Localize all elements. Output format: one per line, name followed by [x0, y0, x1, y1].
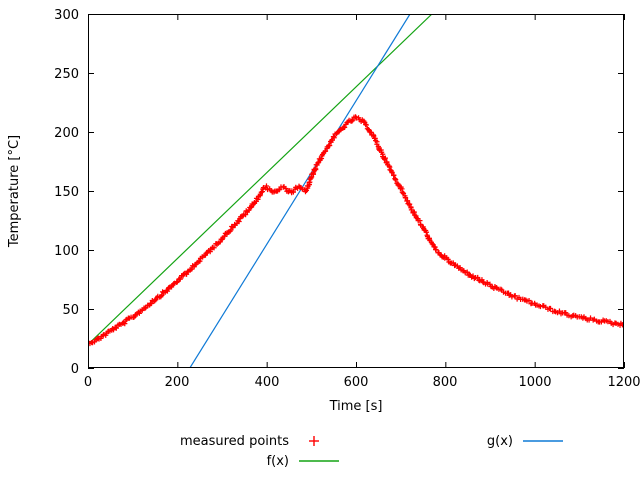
- legend-label-g: g(x): [487, 434, 513, 449]
- data-point-marker: [327, 142, 333, 149]
- data-point-marker: [113, 325, 119, 331]
- data-point-marker: [271, 189, 277, 195]
- data-point-marker: [537, 303, 544, 310]
- data-point-marker: [509, 294, 515, 300]
- data-point-marker: [310, 171, 317, 177]
- data-point-marker: [164, 288, 171, 294]
- series-line-f: [88, 14, 433, 345]
- x-tick-label: 200: [165, 375, 190, 390]
- data-point-marker: [152, 298, 158, 304]
- y-tick-label: 0: [71, 362, 79, 377]
- legend-label-f: f(x): [267, 454, 289, 469]
- data-point-marker: [551, 308, 558, 314]
- data-point-marker: [315, 160, 321, 166]
- data-point-marker: [189, 266, 195, 272]
- y-tick-label: 300: [54, 8, 79, 23]
- y-tick-label: 100: [54, 244, 79, 259]
- data-point-marker: [207, 248, 213, 255]
- series-line-g: [189, 14, 411, 368]
- data-point-marker: [547, 305, 554, 312]
- y-tick-labels: 0 50 100 150 200 250 300: [54, 8, 79, 377]
- y-tick-label: 50: [62, 303, 79, 318]
- x-axis-title: Time [s]: [329, 399, 383, 414]
- y-tick-label: 250: [54, 67, 79, 82]
- data-point-marker: [526, 297, 532, 304]
- x-tick-label: 0: [84, 375, 92, 390]
- x-tick-label: 1000: [518, 375, 551, 390]
- y-axis-title: Temperature [°C]: [7, 135, 22, 248]
- y-tick-label: 200: [54, 126, 79, 141]
- data-point-marker: [382, 155, 388, 161]
- data-point-marker: [445, 256, 451, 262]
- data-point-marker: [349, 118, 355, 124]
- data-point-marker: [246, 207, 252, 213]
- data-point-marker: [350, 117, 356, 123]
- data-point-marker: [177, 276, 183, 282]
- data-point-marker: [407, 201, 413, 207]
- data-point-marker: [331, 135, 337, 141]
- x-tick-label: 800: [433, 375, 458, 390]
- data-point-marker: [402, 195, 409, 201]
- data-point-marker: [242, 212, 249, 218]
- data-point-marker: [159, 292, 165, 298]
- legend-symbol-plus-icon: [309, 436, 319, 446]
- data-point-marker: [433, 247, 439, 253]
- data-point-marker: [363, 122, 369, 128]
- data-point-marker: [395, 182, 401, 188]
- data-point-marker: [290, 189, 296, 195]
- data-point-marker: [429, 241, 435, 247]
- data-point-marker: [393, 177, 399, 183]
- x-tick-label: 600: [344, 375, 369, 390]
- data-point-marker: [211, 245, 217, 251]
- data-point-marker: [587, 315, 594, 321]
- data-point-marker: [283, 185, 289, 192]
- data-point-marker: [313, 166, 319, 172]
- legend: measured points f(x) g(x): [180, 434, 563, 469]
- data-point-marker: [148, 300, 154, 307]
- data-point-marker: [122, 321, 128, 327]
- y-tick-label: 150: [54, 185, 79, 200]
- data-point-marker: [217, 239, 223, 245]
- data-point-marker: [263, 183, 270, 189]
- data-point-marker: [512, 293, 518, 299]
- data-point-marker: [417, 217, 423, 224]
- data-point-marker: [475, 274, 481, 281]
- data-point-marker: [236, 218, 242, 225]
- data-point-marker: [480, 279, 486, 285]
- data-point-marker: [464, 269, 470, 275]
- data-point-marker: [342, 124, 348, 130]
- data-point-marker: [556, 308, 563, 314]
- x-tick-labels: 0 200 400 600 800 1000 1200: [84, 375, 640, 390]
- data-point-marker: [391, 172, 397, 178]
- x-tick-label: 1200: [607, 375, 640, 390]
- legend-label-measured-points: measured points: [180, 434, 289, 449]
- plot-frame: [88, 14, 624, 368]
- data-point-marker: [285, 189, 292, 195]
- data-point-marker: [423, 229, 430, 235]
- data-point-marker: [493, 284, 499, 291]
- x-tick-label: 400: [255, 375, 280, 390]
- series-points-measured: [88, 114, 624, 347]
- data-point-marker: [197, 258, 203, 264]
- data-point-marker: [498, 286, 504, 292]
